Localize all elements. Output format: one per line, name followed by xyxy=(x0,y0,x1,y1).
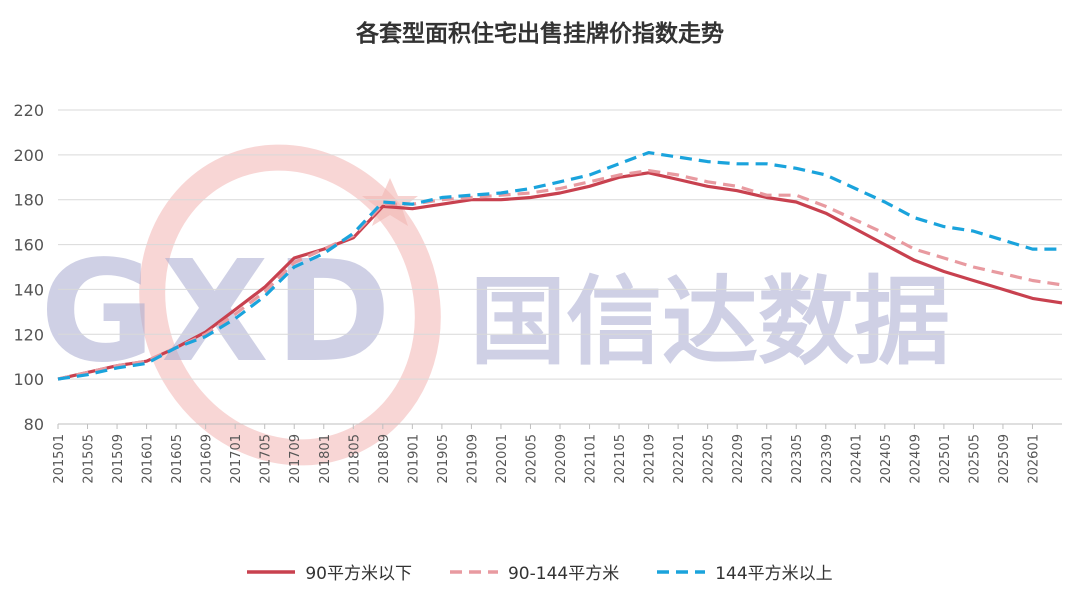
x-tick-label: 202209 xyxy=(731,434,746,484)
x-tick-label: 201709 xyxy=(288,434,303,484)
series-line-1 xyxy=(57,169,1063,381)
x-tick-label: 202205 xyxy=(702,434,717,484)
x-tick-label: 201801 xyxy=(318,434,333,484)
y-tick-label: 160 xyxy=(13,236,44,255)
x-tick-label: 202505 xyxy=(967,434,982,484)
x-tick-label: 201905 xyxy=(436,434,451,484)
chart-legend: 90平方米以下 90-144平方米 144平方米以上 xyxy=(0,559,1080,584)
x-tick-label: 201605 xyxy=(170,434,185,484)
x-tick-label: 202301 xyxy=(761,434,776,484)
x-tick-label: 202005 xyxy=(524,434,539,484)
x-tick-label: 202109 xyxy=(643,434,658,484)
legend-swatch-90-144 xyxy=(449,569,498,574)
x-tick-label: 201609 xyxy=(200,434,215,484)
y-tick-label: 180 xyxy=(13,191,44,210)
y-tick-label: 220 xyxy=(13,101,44,120)
legend-swatch-over-144 xyxy=(657,569,706,574)
x-tick-label: 201809 xyxy=(377,434,392,484)
x-tick-label: 202601 xyxy=(1026,434,1041,484)
legend-item-over-144: 144平方米以上 xyxy=(657,559,833,584)
y-tick-label: 120 xyxy=(13,325,44,344)
y-tick-label: 80 xyxy=(24,415,44,434)
x-tick-label: 202305 xyxy=(790,434,805,484)
series-line-0 xyxy=(57,171,1063,381)
x-tick-label: 202101 xyxy=(584,434,599,484)
legend-label-under-90: 90平方米以下 xyxy=(305,564,412,584)
x-tick-label: 202201 xyxy=(672,434,687,484)
x-tick-label: 201805 xyxy=(347,434,362,484)
x-tick-label: 202001 xyxy=(495,434,510,484)
x-tick-label: 201701 xyxy=(229,434,244,484)
legend-item-90-144: 90-144平方米 xyxy=(449,559,620,584)
x-tick-label: 201909 xyxy=(465,434,480,484)
legend-item-under-90: 90平方米以下 xyxy=(247,559,412,584)
x-tick-label: 201501 xyxy=(52,434,67,484)
x-tick-label: 202501 xyxy=(938,434,953,484)
x-tick-label: 201901 xyxy=(406,434,421,484)
legend-label-over-144: 144平方米以上 xyxy=(715,564,833,584)
y-tick-label: 200 xyxy=(13,146,44,165)
x-tick-label: 202509 xyxy=(997,434,1012,484)
x-tick-label: 201505 xyxy=(82,434,97,484)
legend-swatch-under-90 xyxy=(247,569,296,574)
y-tick-label: 100 xyxy=(13,370,44,389)
series-line-2 xyxy=(57,151,1062,381)
x-tick-label: 202309 xyxy=(820,434,835,484)
y-tick-label: 140 xyxy=(13,280,44,299)
x-tick-label: 202409 xyxy=(908,434,923,484)
x-tick-label: 202401 xyxy=(849,434,864,484)
x-tick-label: 201601 xyxy=(141,434,156,484)
chart-title: 各套型面积住宅出售挂牌价指数走势 xyxy=(356,21,724,47)
x-tick-label: 202105 xyxy=(613,434,628,484)
x-tick-label: 201705 xyxy=(259,434,274,484)
x-tick-label: 202009 xyxy=(554,434,569,484)
x-tick-label: 201509 xyxy=(111,434,126,484)
x-tick-label: 202405 xyxy=(879,434,894,484)
legend-label-90-144: 90-144平方米 xyxy=(507,564,620,584)
